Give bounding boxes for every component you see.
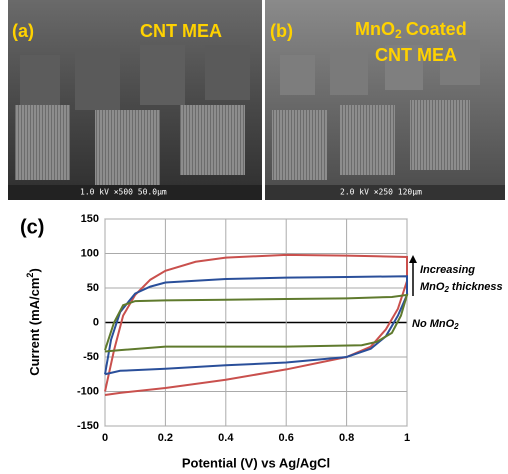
x-tick-label: 0 [102, 432, 108, 444]
title-part: Coated [406, 19, 467, 39]
panel-title: CNT MEA [140, 21, 222, 41]
y-tick-label: -50 [83, 351, 99, 363]
arrow-head [409, 255, 417, 263]
title-subscript: 2 [395, 27, 402, 41]
panel-label: (c) [20, 216, 44, 238]
annotation-subscript: 2 [443, 285, 449, 294]
panel-label: (a) [12, 21, 34, 41]
annotation-part: No MnO [412, 318, 455, 330]
annotation: No MnO2 [412, 318, 459, 331]
sem-image-a [8, 0, 262, 200]
figure: (a) CNT MEA 1.0 kV ×500 50.0µm (b) MnO2C… [0, 0, 508, 474]
y-tick-label: -100 [77, 385, 99, 397]
x-axis-label: Potential (V) vs Ag/AgCl [182, 455, 330, 470]
title-part: MnO [355, 19, 395, 39]
y-tick-label: 100 [81, 247, 99, 259]
y-tick-label: 0 [93, 316, 99, 328]
label-part: ) [27, 268, 42, 272]
x-tick-label: 0.4 [218, 432, 234, 444]
panel-title: MnO2 Coated [355, 19, 467, 41]
x-tick-label: 0.2 [158, 432, 173, 444]
annotation-part: MnO [420, 281, 445, 293]
panel-label: (b) [270, 21, 293, 41]
sem-info: 2.0 kV ×250 120µm [340, 188, 422, 197]
annotation-part: thickness [452, 281, 503, 293]
y-tick-label: -150 [77, 420, 99, 432]
annotation: Increasing [420, 264, 475, 276]
annotation-subscript: 2 [453, 322, 459, 331]
x-tick-label: 0.6 [279, 432, 294, 444]
y-tick-label: 50 [87, 282, 99, 294]
panel-title: CNT MEA [375, 45, 457, 65]
sem-info: 1.0 kV ×500 50.0µm [80, 188, 167, 197]
label-part: Current (mA/cm [27, 278, 42, 376]
x-tick-label: 0.8 [339, 432, 354, 444]
x-tick-label: 1 [404, 432, 410, 444]
y-tick-label: 150 [81, 213, 99, 225]
y-axis-label: Current (mA/cm2) [25, 268, 42, 376]
